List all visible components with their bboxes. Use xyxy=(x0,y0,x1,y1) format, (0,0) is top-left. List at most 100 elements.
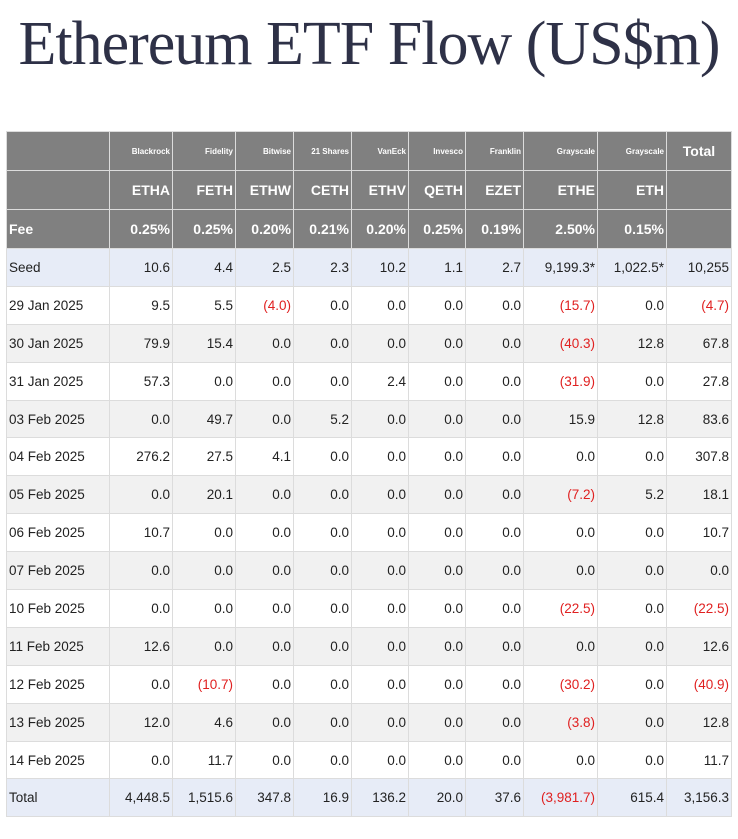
table-row-total: Total 4,448.5 1,515.6 347.8 16.9 136.2 2… xyxy=(6,778,732,818)
cell-ezet: 0.0 xyxy=(465,437,524,477)
table-row-seed: Seed 10.6 4.4 2.5 2.3 10.2 1.1 2.7 9,199… xyxy=(6,248,732,287)
fee-eth: 0.15% xyxy=(597,209,667,249)
fee-feth: 0.25% xyxy=(172,209,236,249)
cell-total: (4.7) xyxy=(666,285,732,325)
total-column-header: Total xyxy=(666,131,732,171)
cell-etha: 0.0 xyxy=(109,589,173,628)
cell-ethw: 0.0 xyxy=(235,626,294,666)
cell-eth: 5.2 xyxy=(597,475,667,515)
cell-qeth: 0.0 xyxy=(408,285,466,325)
cell-feth: 49.7 xyxy=(172,399,236,439)
cell-eth: 0.0 xyxy=(597,437,667,477)
cell-ethe: (40.3) xyxy=(523,323,598,363)
ticker-total-blank xyxy=(666,170,732,210)
cell-qeth: 0.0 xyxy=(408,740,466,780)
cell-ceth: 0.0 xyxy=(293,664,352,704)
cell-ezet: 0.0 xyxy=(465,664,524,704)
cell-ceth: 0.0 xyxy=(293,361,352,401)
table-row: 04 Feb 2025 276.2 27.5 4.1 0.0 0.0 0.0 0… xyxy=(6,437,732,477)
cell-qeth: 1.1 xyxy=(408,248,466,287)
ticker-header-ceth: CETH xyxy=(293,170,352,210)
table-row: 31 Jan 2025 57.3 0.0 0.0 0.0 2.4 0.0 0.0… xyxy=(6,361,732,401)
cell-total: 27.8 xyxy=(666,361,732,401)
ticker-header-ethw: ETHW xyxy=(235,170,294,210)
cell-ethw: 2.5 xyxy=(235,248,294,287)
cell-ezet: 0.0 xyxy=(465,475,524,515)
cell-ethw: 0.0 xyxy=(235,399,294,439)
cell-eth: 12.8 xyxy=(597,323,667,363)
issuer-header-bitwise: Bitwise xyxy=(235,131,294,171)
cell-ethv: 10.2 xyxy=(351,248,409,287)
cell-feth: (10.7) xyxy=(172,664,236,704)
cell-ethv: 0.0 xyxy=(351,551,409,591)
fee-header-row: Fee 0.25% 0.25% 0.20% 0.21% 0.20% 0.25% … xyxy=(6,209,732,249)
cell-feth: 0.0 xyxy=(172,513,236,553)
row-label: 06 Feb 2025 xyxy=(6,513,110,553)
row-label: 07 Feb 2025 xyxy=(6,551,110,591)
fee-qeth: 0.25% xyxy=(408,209,466,249)
cell-etha: 12.0 xyxy=(109,702,173,742)
cell-qeth: 0.0 xyxy=(408,589,466,628)
cell-ethw: 0.0 xyxy=(235,589,294,628)
cell-etha: 12.6 xyxy=(109,626,173,666)
ticker-header-qeth: QETH xyxy=(408,170,466,210)
cell-eth: 615.4 xyxy=(597,778,667,818)
cell-ethe: 0.0 xyxy=(523,437,598,477)
cell-feth: 11.7 xyxy=(172,740,236,780)
cell-total: 3,156.3 xyxy=(666,778,732,818)
cell-ethv: 0.0 xyxy=(351,323,409,363)
cell-ethv: 0.0 xyxy=(351,399,409,439)
cell-etha: 79.9 xyxy=(109,323,173,363)
row-label: 05 Feb 2025 xyxy=(6,475,110,515)
cell-qeth: 0.0 xyxy=(408,475,466,515)
cell-ethv: 136.2 xyxy=(351,778,409,818)
cell-eth: 0.0 xyxy=(597,285,667,325)
cell-eth: 0.0 xyxy=(597,551,667,591)
fee-etha: 0.25% xyxy=(109,209,173,249)
cell-ezet: 0.0 xyxy=(465,513,524,553)
cell-ceth: 0.0 xyxy=(293,285,352,325)
ticker-header-ezet: EZET xyxy=(465,170,524,210)
cell-ezet: 0.0 xyxy=(465,323,524,363)
cell-total: 83.6 xyxy=(666,399,732,439)
cell-ethw: 0.0 xyxy=(235,361,294,401)
flow-table-body: Seed 10.6 4.4 2.5 2.3 10.2 1.1 2.7 9,199… xyxy=(6,248,732,818)
issuer-header-21shares: 21 Shares xyxy=(293,131,352,171)
cell-ethv: 2.4 xyxy=(351,361,409,401)
cell-ethv: 0.0 xyxy=(351,589,409,628)
cell-ezet: 0.0 xyxy=(465,740,524,780)
row-label: 04 Feb 2025 xyxy=(6,437,110,477)
cell-ezet: 0.0 xyxy=(465,361,524,401)
cell-feth: 4.6 xyxy=(172,702,236,742)
cell-ezet: 0.0 xyxy=(465,702,524,742)
cell-eth: 0.0 xyxy=(597,702,667,742)
table-row: 29 Jan 2025 9.5 5.5 (4.0) 0.0 0.0 0.0 0.… xyxy=(6,285,732,325)
cell-ethw: 0.0 xyxy=(235,475,294,515)
cell-ceth: 5.2 xyxy=(293,399,352,439)
cell-feth: 0.0 xyxy=(172,551,236,591)
issuer-header-franklin: Franklin xyxy=(465,131,524,171)
cell-ethe: 0.0 xyxy=(523,551,598,591)
cell-etha: 4,448.5 xyxy=(109,778,173,818)
row-label: 03 Feb 2025 xyxy=(6,399,110,439)
issuer-header-invesco: Invesco xyxy=(408,131,466,171)
cell-total: (22.5) xyxy=(666,589,732,628)
table-row: 07 Feb 2025 0.0 0.0 0.0 0.0 0.0 0.0 0.0 … xyxy=(6,551,732,591)
cell-ceth: 2.3 xyxy=(293,248,352,287)
cell-ceth: 0.0 xyxy=(293,475,352,515)
issuer-header-grayscale-ethe: Grayscale xyxy=(523,131,598,171)
issuer-header-fidelity: Fidelity xyxy=(172,131,236,171)
cell-etha: 276.2 xyxy=(109,437,173,477)
page-title: Ethereum ETF Flow (US$m) xyxy=(18,10,721,78)
ticker-header-feth: FETH xyxy=(172,170,236,210)
cell-ceth: 0.0 xyxy=(293,513,352,553)
cell-qeth: 0.0 xyxy=(408,513,466,553)
fee-ethe: 2.50% xyxy=(523,209,598,249)
table-row: 11 Feb 2025 12.6 0.0 0.0 0.0 0.0 0.0 0.0… xyxy=(6,626,732,666)
fee-ezet: 0.19% xyxy=(465,209,524,249)
cell-ezet: 0.0 xyxy=(465,626,524,666)
table-row: 10 Feb 2025 0.0 0.0 0.0 0.0 0.0 0.0 0.0 … xyxy=(6,589,732,628)
cell-eth: 0.0 xyxy=(597,589,667,628)
cell-ezet: 2.7 xyxy=(465,248,524,287)
fee-ceth: 0.21% xyxy=(293,209,352,249)
